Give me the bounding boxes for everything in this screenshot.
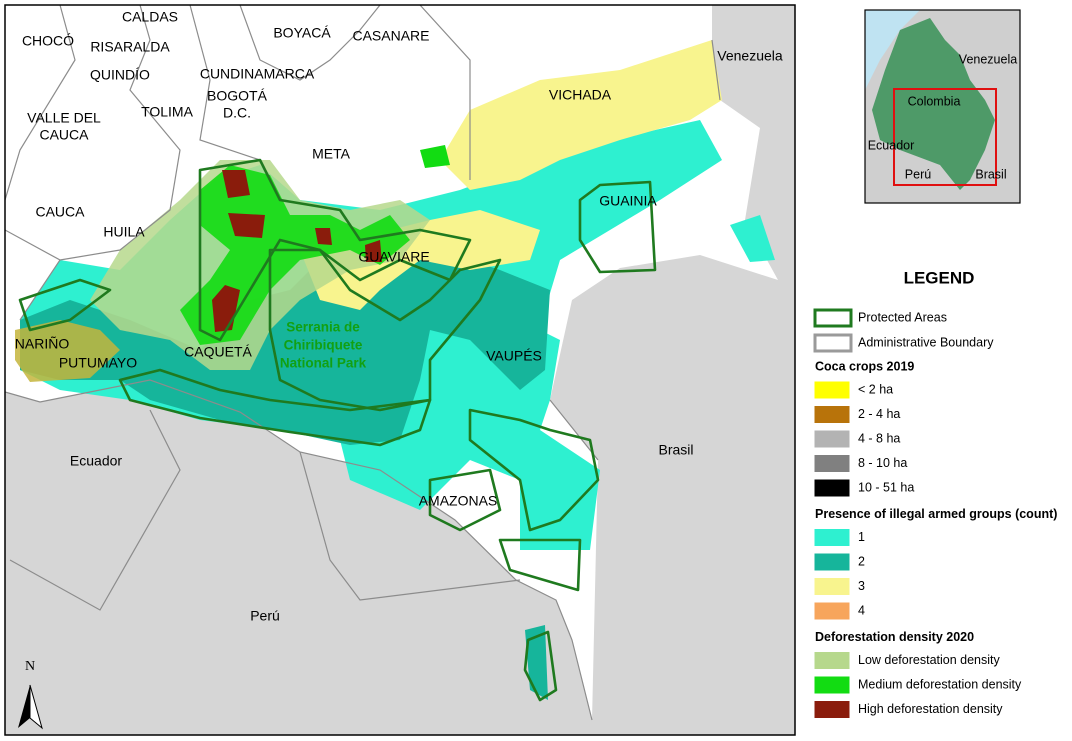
legend-label: Low deforestation density [858, 653, 1001, 667]
legend-swatch [813, 700, 851, 719]
map-label: VALLE DEL [27, 110, 101, 126]
map-label: Ecuador [70, 453, 122, 469]
map-label: PUTUMAYO [59, 355, 137, 371]
legend-swatch [813, 405, 851, 424]
map-label: GUAVIARE [358, 249, 429, 265]
map-label: CHOCÓ [22, 33, 74, 49]
legend-label: 2 - 4 ha [858, 407, 900, 421]
map-label: CAUCA [35, 204, 85, 220]
legend-swatch [813, 380, 851, 400]
park-label-line: Chiribiquete [284, 338, 363, 353]
map-label: CASANARE [352, 28, 429, 44]
park-label-line: National Park [280, 356, 367, 371]
map-label: VAUPÉS [486, 348, 542, 364]
map-label: HUILA [103, 224, 145, 240]
map-label: BOYACÁ [273, 25, 331, 41]
legend-swatch [813, 651, 851, 670]
legend-swatch [813, 577, 851, 596]
legend-label: Protected Areas [858, 310, 947, 324]
map-label: VICHADA [549, 87, 612, 103]
inset-label: Venezuela [959, 52, 1017, 66]
legend-section-title: Deforestation density 2020 [815, 630, 974, 644]
map-label: TOLIMA [141, 104, 194, 120]
inset-extent [893, 88, 997, 186]
legend-swatch [813, 429, 851, 449]
protected-area [268, 248, 502, 412]
map-label: D.C. [223, 105, 251, 121]
legend-label: 4 [858, 603, 865, 617]
inset-label: Brasil [975, 167, 1006, 181]
armed-groups-2 [20, 250, 550, 445]
north-arrow [18, 685, 30, 728]
map-label: AMAZONAS [419, 493, 498, 509]
armed-groups-3 [440, 40, 722, 190]
legend-title: LEGEND [904, 268, 975, 287]
legend-label: High deforestation density [858, 702, 1003, 716]
high-deforestation [212, 170, 382, 332]
map-label: CUNDINAMARCA [200, 66, 315, 82]
inset-frame [864, 9, 1021, 204]
inset-label: Ecuador [868, 138, 915, 152]
map-label: META [312, 146, 351, 162]
legend-label: 8 - 10 ha [858, 456, 907, 470]
legend-swatch [813, 454, 851, 473]
inset-sea [865, 10, 920, 90]
legend-label: Medium deforestation density [858, 677, 1022, 691]
legend-swatch [813, 675, 851, 695]
legend-swatch [813, 478, 851, 498]
legend-label: 1 [858, 530, 865, 544]
map-label: GUAINIA [599, 193, 657, 209]
protected-area [578, 180, 657, 274]
map-label: CALDAS [122, 9, 178, 25]
inset-map: Venezuela Colombia Ecuador Perú Brasil [865, 10, 1020, 203]
map-label: Brasil [658, 442, 693, 458]
main-map: CHOCÓ CALDAS RISARALDA QUINDÍO BOYACÁ CA… [5, 5, 795, 735]
legend-label: 2 [858, 554, 865, 568]
park-label: Serrania de Chiribiquete National Park [280, 320, 367, 371]
legend-label: 10 - 51 ha [858, 480, 914, 494]
legend-swatch [813, 528, 851, 547]
legend-swatch [813, 552, 851, 572]
map-label: Venezuela [717, 48, 783, 64]
legend-section-title: Presence of illegal armed groups (count) [815, 507, 1057, 521]
armed-groups-1 [730, 215, 775, 262]
legend-swatch [813, 601, 851, 621]
legend-label: 4 - 8 ha [858, 431, 900, 445]
medium-deforestation [420, 145, 450, 168]
map-label: Perú [250, 608, 280, 624]
coca-crops [15, 320, 120, 382]
map-frame [4, 4, 796, 736]
protected-area [18, 278, 112, 332]
map-label: CAQUETÁ [184, 344, 252, 360]
protected-area [198, 158, 472, 342]
park-label-line: Serrania de [286, 320, 360, 335]
map-label: NARIÑO [15, 336, 70, 352]
protected-area [118, 368, 432, 447]
protected-area [428, 408, 600, 702]
legend: LEGEND Protected Areas Administrative Bou… [813, 268, 1057, 719]
legend-swatch [813, 308, 853, 328]
legend-label: < 2 ha [858, 382, 893, 396]
legend-swatch [813, 333, 853, 353]
inset-label: Perú [905, 167, 931, 181]
north-arrow [29, 684, 43, 730]
legend-label: 3 [858, 579, 865, 593]
legend-label: Administrative Boundary [858, 335, 994, 349]
map-label: QUINDÍO [90, 67, 150, 83]
inset-colombia [872, 18, 995, 190]
inset-label: Colombia [908, 94, 961, 108]
map-label: BOGOTÁ [207, 88, 268, 104]
north-label: N [25, 659, 35, 674]
administrative-boundary [5, 5, 721, 721]
map-label: RISARALDA [90, 39, 170, 55]
map-label: CAUCA [39, 127, 89, 143]
legend-section-title: Coca crops 2019 [815, 359, 914, 373]
